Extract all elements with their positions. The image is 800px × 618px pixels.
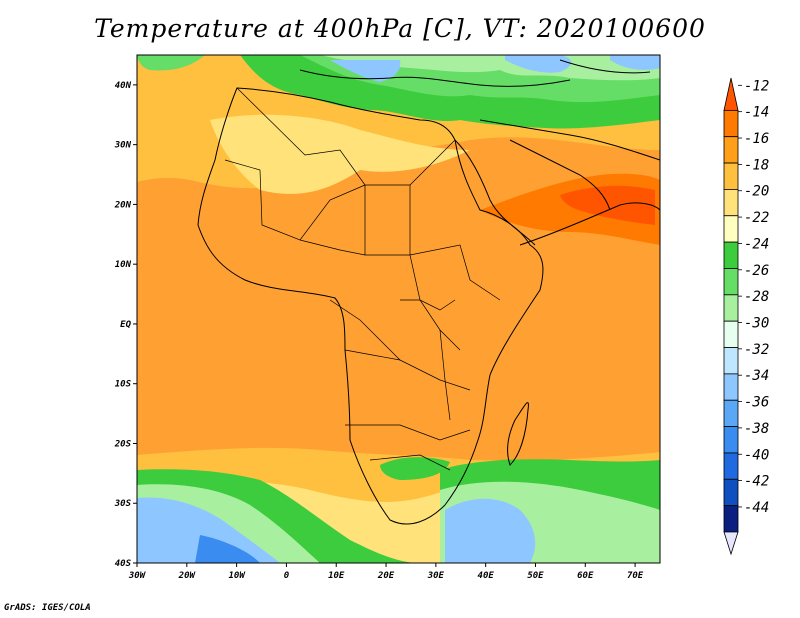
colorbar-swatch (723, 426, 739, 454)
lon-tick-label: 30E (427, 571, 445, 581)
colorbar-swatch (723, 505, 739, 533)
map-frame (136, 54, 661, 564)
colorbar-swatch (723, 373, 739, 401)
colorbar-label: -42 (744, 474, 769, 490)
colorbar-swatch (723, 77, 739, 111)
lon-tick-label: 40E (478, 571, 495, 581)
colorbar-label: -40 (744, 447, 769, 463)
lat-tick-label: 20N (114, 200, 132, 210)
lon-tick-label: 70E (627, 571, 644, 581)
lat-tick-label: 10S (115, 380, 132, 390)
lat-tick-label: 40S (115, 559, 132, 569)
map-title: Temperature at 400hPa [C], VT: 202010060… (94, 14, 706, 43)
colorbar-swatch (723, 241, 739, 269)
colorbar-swatch (723, 452, 739, 480)
colorbar-label: -12 (744, 78, 769, 94)
colorbar-swatch (723, 109, 739, 138)
credit-label: GrADS: IGES/COLA (4, 603, 91, 613)
colorbar-label: -34 (744, 368, 769, 384)
country-borders (224, 87, 501, 471)
temperature-field (137, 55, 660, 563)
latitude-axis: 40N 30N 20N 10N EQ 10S 20S 30S 40S (114, 81, 137, 569)
colorbar-label: -30 (744, 315, 769, 331)
lon-tick-label: 20W (178, 571, 197, 581)
colorbar-swatch (723, 478, 739, 507)
lat-tick-label: EQ (120, 320, 131, 330)
coastlines (197, 59, 660, 525)
colorbar-end-triangle (723, 531, 739, 556)
lon-tick-label: 30W (128, 571, 147, 581)
lon-tick-label: 50E (527, 571, 544, 581)
lon-tick-label: 20E (377, 571, 395, 581)
colorbar-label: -18 (744, 157, 769, 173)
colorbar-label: -22 (744, 210, 769, 226)
colorbar-label: -20 (744, 184, 769, 200)
colorbar: -12 -14 -16 -18 -20 -22 -24 -26 -28 -30 -32 -34 -36 -… (723, 77, 769, 556)
lat-tick-label: 20S (114, 439, 132, 449)
colorbar-swatch (723, 347, 739, 375)
colorbar-swatch (723, 399, 739, 427)
lat-tick-label: 10N (115, 260, 132, 270)
colorbar-label: -38 (744, 421, 769, 437)
colorbar-label: -32 (744, 342, 769, 358)
colorbar-label: -44 (744, 500, 769, 516)
colorbar-swatch (723, 136, 739, 164)
colorbar-label: -26 (744, 263, 769, 279)
colorbar-swatch (723, 268, 739, 296)
lon-tick-label: 10W (228, 571, 246, 581)
colorbar-swatch (723, 215, 739, 243)
lon-tick-label: 60E (577, 571, 594, 581)
lat-tick-label: 30S (114, 499, 132, 509)
colorbar-swatch (723, 294, 739, 322)
lon-tick-label: 0 (284, 571, 290, 581)
lon-tick-label: 10E (328, 571, 345, 581)
colorbar-label: -16 (744, 131, 769, 147)
colorbar-label: -24 (744, 236, 769, 252)
colorbar-label: -14 (744, 105, 769, 121)
longitude-axis: 30W 20W 10W 0 10E 20E 30E 40E 50E 60E 70E (128, 563, 644, 581)
colorbar-label: -36 (744, 395, 769, 411)
colorbar-label: -28 (744, 289, 769, 305)
lat-tick-label: 40N (115, 81, 132, 91)
lat-tick-label: 30N (114, 141, 132, 151)
colorbar-swatch (723, 320, 739, 348)
colorbar-swatch (723, 162, 739, 190)
colorbar-swatch (723, 189, 739, 217)
